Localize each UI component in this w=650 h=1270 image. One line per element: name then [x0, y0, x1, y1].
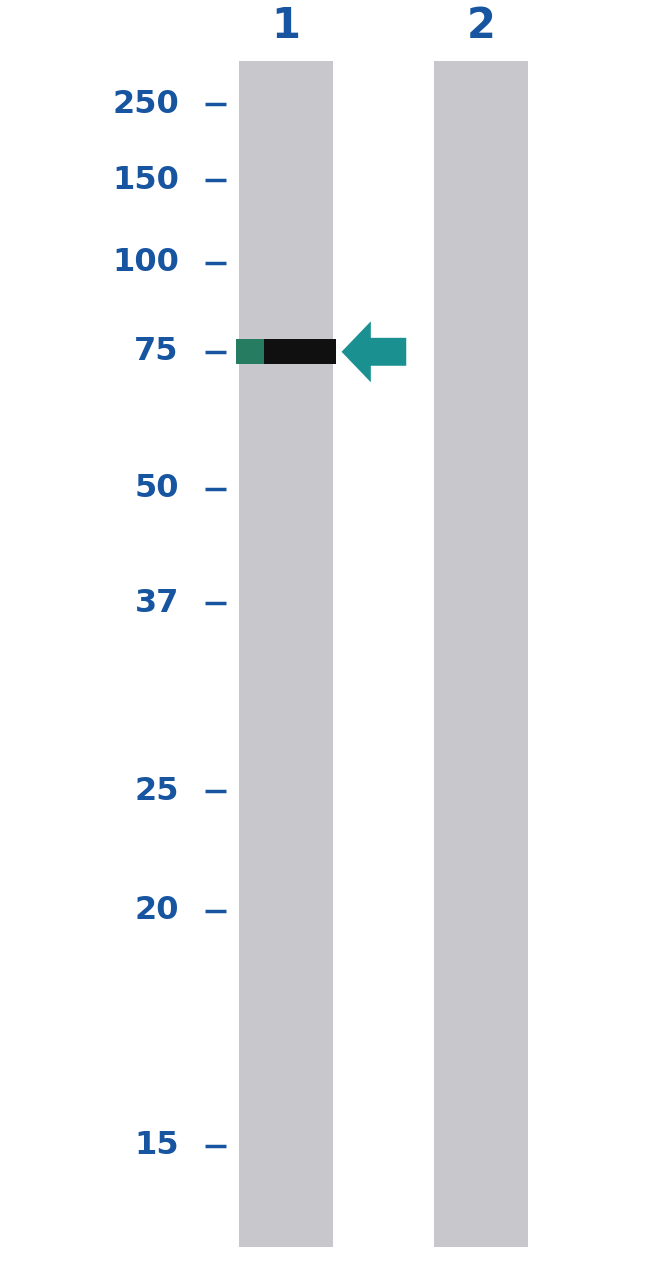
Bar — [434, 61, 528, 1247]
Text: 37: 37 — [135, 588, 179, 618]
Text: 150: 150 — [112, 165, 179, 196]
Text: 25: 25 — [135, 776, 179, 806]
Text: 15: 15 — [134, 1130, 179, 1161]
Text: 2: 2 — [467, 5, 495, 47]
Text: 20: 20 — [135, 895, 179, 926]
Text: 75: 75 — [135, 337, 179, 367]
Text: 1: 1 — [272, 5, 300, 47]
Text: 250: 250 — [112, 89, 179, 119]
Bar — [235, 339, 337, 364]
Bar — [239, 61, 333, 1247]
Text: 50: 50 — [135, 474, 179, 504]
FancyArrow shape — [342, 321, 406, 382]
Text: 100: 100 — [112, 248, 179, 278]
Bar — [235, 339, 264, 364]
